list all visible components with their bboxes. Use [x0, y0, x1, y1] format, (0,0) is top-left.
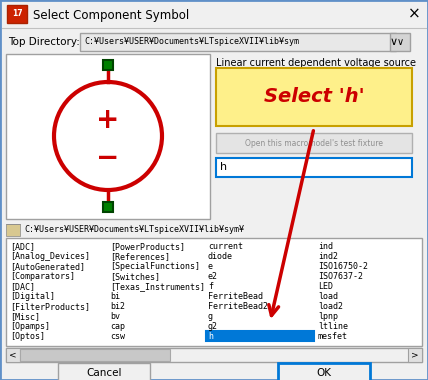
Text: diode: diode — [208, 252, 233, 261]
Text: ISO16750-2: ISO16750-2 — [318, 262, 368, 271]
Text: [Optos]: [Optos] — [10, 332, 45, 341]
Text: g: g — [208, 312, 213, 321]
Bar — [216, 68, 412, 126]
Text: >: > — [411, 350, 419, 359]
Bar — [6, 348, 422, 362]
Bar — [103, 202, 113, 212]
Text: 17: 17 — [12, 10, 22, 19]
Text: Top Directory:: Top Directory: — [8, 37, 80, 47]
Bar — [216, 158, 412, 177]
Bar — [6, 238, 422, 346]
Bar — [6, 348, 20, 362]
Circle shape — [54, 82, 162, 190]
Bar — [103, 60, 113, 70]
Text: h: h — [220, 162, 227, 172]
Text: mesfet: mesfet — [318, 332, 348, 341]
Text: [SpecialFunctions]: [SpecialFunctions] — [110, 262, 200, 271]
Bar — [6, 54, 210, 219]
Bar — [80, 33, 396, 51]
Text: e: e — [208, 262, 213, 271]
Text: e2: e2 — [208, 272, 218, 281]
Text: [AutoGenerated]: [AutoGenerated] — [10, 262, 85, 271]
Text: [References]: [References] — [110, 252, 170, 261]
Text: [Digital]: [Digital] — [10, 292, 55, 301]
Bar — [2, 2, 426, 28]
Text: [Texas_Instruments]: [Texas_Instruments] — [110, 282, 205, 291]
Text: FerriteBead2: FerriteBead2 — [208, 302, 268, 311]
Bar — [390, 33, 410, 51]
Bar — [20, 349, 170, 361]
Text: Select 'h': Select 'h' — [264, 87, 364, 106]
Text: f: f — [208, 282, 213, 291]
Text: [Misc]: [Misc] — [10, 312, 40, 321]
Text: ltline: ltline — [318, 322, 348, 331]
Bar — [206, 331, 314, 341]
Bar — [58, 363, 150, 380]
Text: FerriteBead: FerriteBead — [208, 292, 263, 301]
Text: load2: load2 — [318, 302, 343, 311]
Text: [PowerProducts]: [PowerProducts] — [110, 242, 185, 251]
Text: [Switches]: [Switches] — [110, 272, 160, 281]
Bar — [7, 5, 27, 23]
Text: lpnp: lpnp — [318, 312, 338, 321]
Text: Open this macromodel's test fixture: Open this macromodel's test fixture — [245, 138, 383, 147]
Text: C:¥Users¥USER¥Documents¥LTspiceXVII¥lib¥sym: C:¥Users¥USER¥Documents¥LTspiceXVII¥lib¥… — [84, 38, 299, 46]
Text: bi2: bi2 — [110, 302, 125, 311]
Text: ind2: ind2 — [318, 252, 338, 261]
Text: Linear current dependent voltage source: Linear current dependent voltage source — [216, 58, 416, 68]
Text: LED: LED — [318, 282, 333, 291]
Bar — [216, 133, 412, 153]
Bar — [6, 224, 20, 236]
Text: ∨: ∨ — [390, 37, 398, 47]
Text: cap: cap — [110, 322, 125, 331]
Text: current: current — [208, 242, 243, 251]
Text: [Opamps]: [Opamps] — [10, 322, 50, 331]
Text: csw: csw — [110, 332, 125, 341]
Text: Select Component Symbol: Select Component Symbol — [33, 8, 189, 22]
Text: +: + — [96, 106, 120, 134]
Text: −: − — [96, 144, 119, 172]
Bar — [408, 348, 422, 362]
Text: [FilterProducts]: [FilterProducts] — [10, 302, 90, 311]
Text: ∨: ∨ — [396, 37, 404, 47]
Bar — [278, 363, 370, 380]
Text: <: < — [9, 350, 17, 359]
Text: h: h — [208, 332, 213, 341]
Text: [Comparators]: [Comparators] — [10, 272, 75, 281]
Text: [ADC]: [ADC] — [10, 242, 35, 251]
Text: ×: × — [407, 6, 420, 22]
Text: bi: bi — [110, 292, 120, 301]
Text: [DAC]: [DAC] — [10, 282, 35, 291]
Text: C:¥Users¥USER¥Documents¥LTspiceXVII¥lib¥sym¥: C:¥Users¥USER¥Documents¥LTspiceXVII¥lib¥… — [24, 225, 244, 234]
Text: [Analog_Devices]: [Analog_Devices] — [10, 252, 90, 261]
Text: g2: g2 — [208, 322, 218, 331]
Text: ind: ind — [318, 242, 333, 251]
Text: bv: bv — [110, 312, 120, 321]
Text: ISO7637-2: ISO7637-2 — [318, 272, 363, 281]
Text: Cancel: Cancel — [86, 368, 122, 378]
Text: OK: OK — [316, 368, 332, 378]
Text: load: load — [318, 292, 338, 301]
